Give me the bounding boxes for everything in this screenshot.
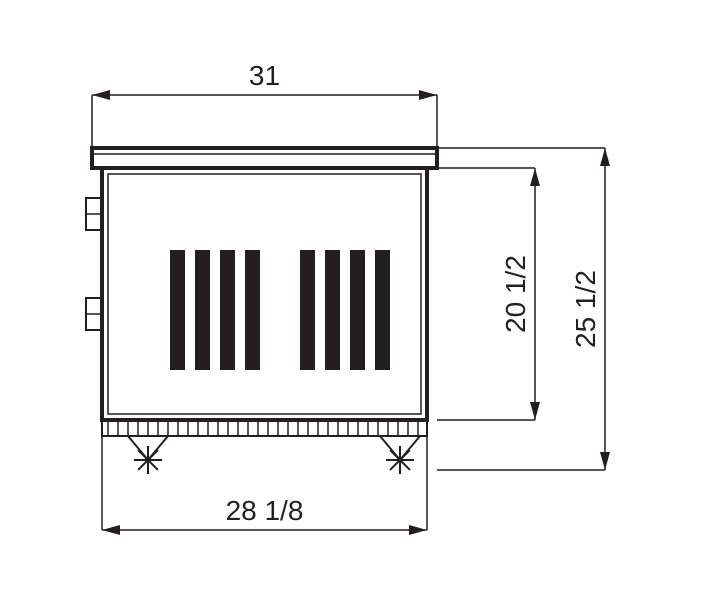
vent-slot — [375, 250, 390, 370]
vent-slot — [170, 250, 185, 370]
door-latch — [86, 298, 102, 330]
dimension-vertical: 20 1/2 — [437, 168, 535, 420]
vent-slot — [300, 250, 315, 370]
door-latch — [86, 198, 102, 230]
vent-slot — [350, 250, 365, 370]
dimension-horizontal: 28 1/8 — [102, 436, 427, 530]
dimension-drawing: 31 28 1/8 20 1/2 25 1/2 — [0, 0, 721, 610]
dimension-label: 25 1/2 — [570, 270, 601, 348]
dimension-horizontal: 31 — [92, 60, 437, 148]
dimension-label: 31 — [249, 60, 280, 91]
vent-slot — [220, 250, 235, 370]
dimension-label: 28 1/8 — [226, 495, 304, 526]
vent-slot — [245, 250, 260, 370]
caster — [380, 436, 420, 474]
vent-slot — [195, 250, 210, 370]
caster — [128, 436, 168, 474]
cabinet-side-view — [86, 148, 437, 474]
vent-slot — [325, 250, 340, 370]
dimension-label: 20 1/2 — [500, 255, 531, 333]
